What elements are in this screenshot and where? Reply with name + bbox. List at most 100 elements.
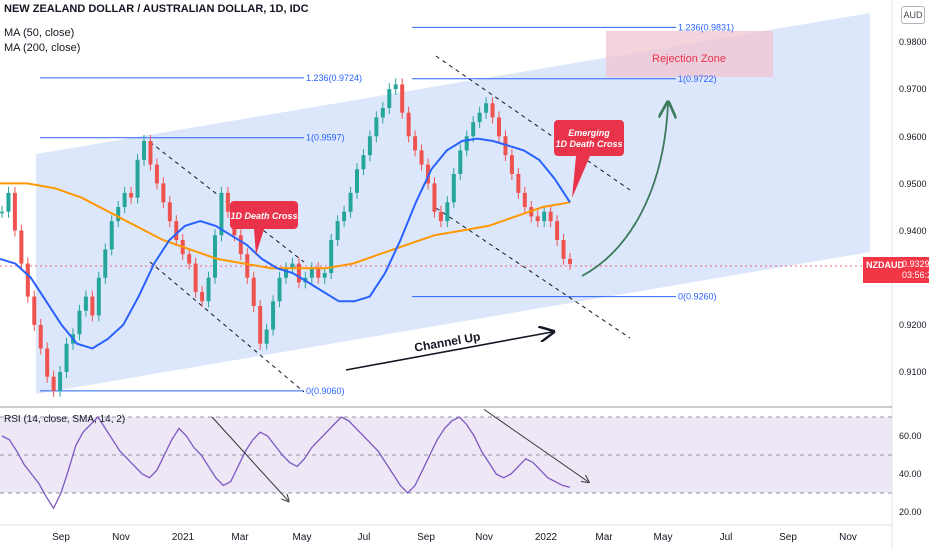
candle-body [426,164,430,184]
candle-body [116,207,121,222]
candle-body [277,277,282,302]
candle-body [445,202,450,222]
x-tick-label: May [293,532,312,543]
candle-body [38,324,43,349]
y-tick-label: 0.9500 [899,179,927,189]
candle-body [380,108,385,118]
candle-body [471,122,476,137]
candle-body [129,192,134,198]
x-tick-label: 2022 [535,532,558,543]
rsi-band [0,417,892,493]
candle-body [296,263,301,283]
candle-body [432,183,437,212]
candle-body [219,192,224,236]
candle-body [451,174,456,203]
candle-body [568,258,572,265]
candle-body [271,301,276,330]
candle-body [458,150,463,174]
candle-body [225,192,230,212]
candle-body [238,235,243,255]
ma200-legend[interactable]: MA (200, close) [4,42,81,54]
candle-body [19,230,24,264]
emerging-death-cross-callout [554,120,624,198]
x-tick-label: Nov [112,532,130,543]
dashed-channel-line [435,207,631,339]
x-tick-label: Sep [417,532,435,543]
candle-body [361,155,366,170]
candle-body [142,141,146,160]
currency-badge[interactable]: AUD [901,6,925,24]
x-tick-label: Mar [231,532,249,543]
candle-body [497,117,501,137]
candle-body [193,263,198,292]
candle-body [490,103,495,118]
candle-body [329,240,334,273]
x-tick-label: Mar [595,532,613,543]
candle-body [355,169,359,193]
candle-body [309,268,314,278]
rsi-tick-label: 40.00 [899,469,922,479]
fib-level-label: 1(0.9597) [306,133,345,143]
fib-level-label: 1(0.9722) [678,74,717,84]
candle-body [90,296,95,316]
candle-body [548,211,553,222]
candle-body [335,221,340,240]
y-tick-label: 0.9700 [899,84,927,94]
emerging-death-cross-label: 1D Death Cross [555,139,622,149]
ma50-legend[interactable]: MA (50, close) [4,27,75,39]
candle-body [258,306,263,344]
candle-body [0,211,4,214]
candle-body [206,277,211,302]
death-cross-label: 1D Death Cross [230,211,297,221]
candle-body [51,376,56,391]
rejection-zone-box [606,31,773,77]
price-tag-countdown: 03:56:22 [902,270,932,280]
x-tick-label: May [654,532,673,543]
rejection-zone-label: Rejection Zone [652,53,726,65]
candle-body [96,277,101,316]
rsi-trend-arrow [211,416,288,501]
death-cross-callout [230,201,298,255]
x-tick-label: 2021 [172,532,195,543]
x-tick-label: Sep [779,532,797,543]
candle-body [167,202,172,222]
candle-body [148,141,153,165]
dashed-channel-line [149,261,305,393]
candle-body [135,159,140,198]
fib-level-label: 1.236(0.9724) [306,73,362,83]
last-price-tag: NZDAUD 0.9329 03:56:22 [863,257,932,283]
candle-body [109,221,114,250]
candle-body [438,211,443,222]
ma200-line [0,182,571,270]
y-tick-label: 0.9200 [899,320,927,330]
candle-body [322,273,327,278]
candle-body [387,89,392,108]
emerging-death-cross-label: Emerging [568,128,610,138]
chart-title: NEW ZEALAND DOLLAR / AUSTRALIAN DOLLAR, … [4,3,309,15]
candle-body [251,277,256,306]
candle-body [161,183,166,203]
candle-body [187,254,192,264]
rsi-legend[interactable]: RSI (14, close, SMA, 14, 2) [4,414,126,425]
x-tick-label: Jul [720,532,733,543]
y-tick-label: 0.9800 [899,37,927,47]
candle-body [374,117,379,137]
x-tick-label: Sep [52,532,70,543]
projection-arrow [581,104,668,277]
candle-body [393,84,398,90]
candle-body [561,240,566,259]
candle-body [509,155,514,174]
rsi-tick-label: 60.00 [899,431,922,441]
candle-body [284,268,288,278]
ma50-line [0,137,571,350]
candle-body [555,221,560,240]
candle-body [400,84,405,113]
candle-body [516,174,521,193]
y-tick-label: 0.9100 [899,367,927,377]
x-tick-label: Nov [475,532,493,543]
candle-body [464,136,469,151]
candle-body [290,263,295,269]
candle-body [522,192,527,207]
candle-body [77,310,82,335]
